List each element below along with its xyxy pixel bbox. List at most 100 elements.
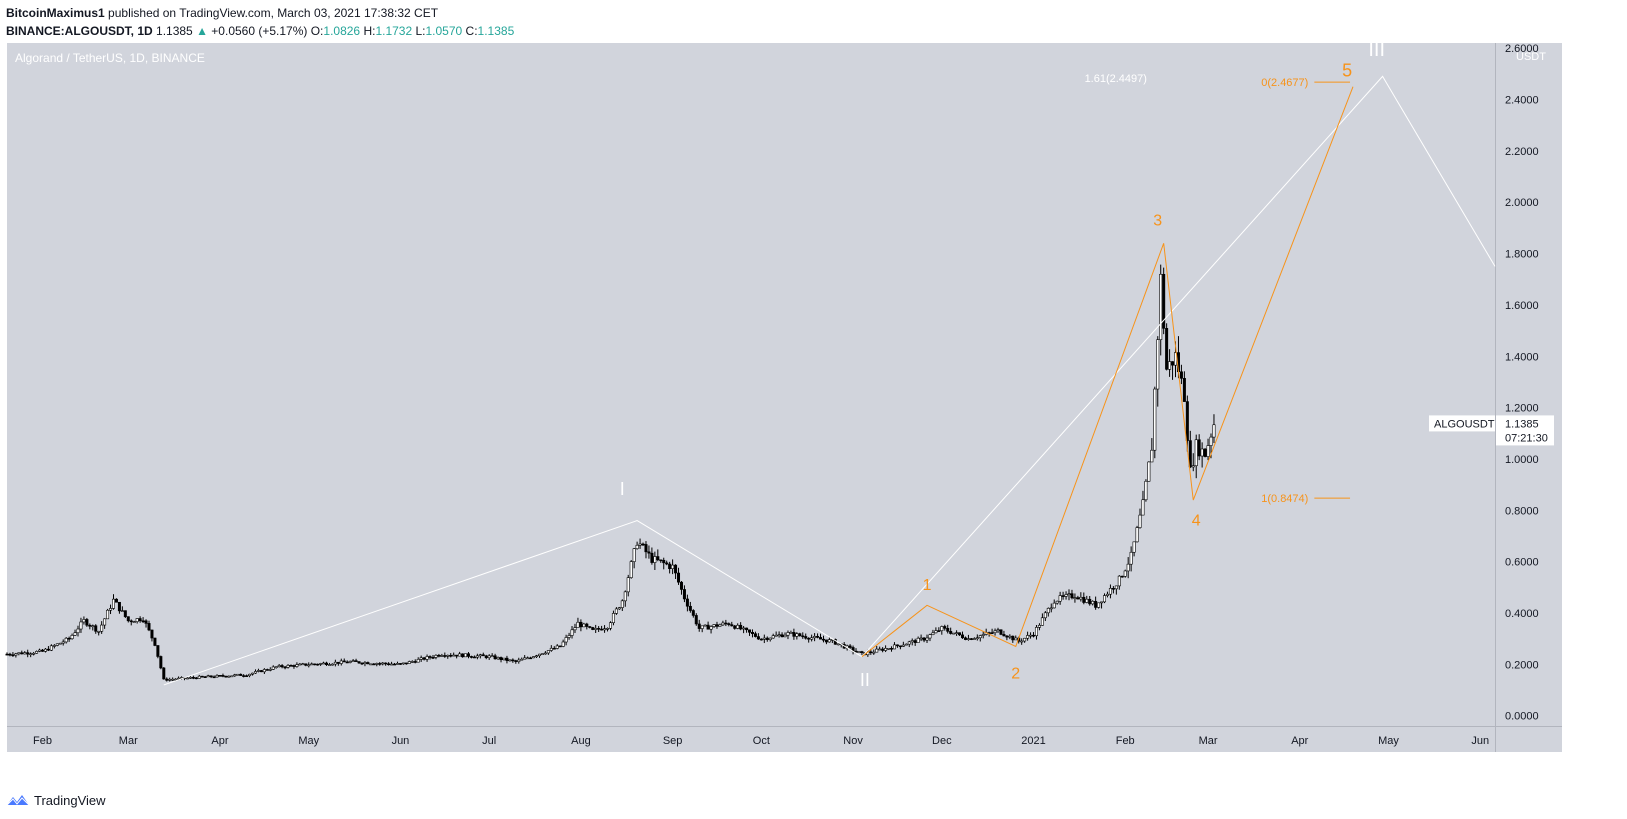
candle-body xyxy=(351,660,355,662)
price-axis[interactable]: 0.0000 0.2000 0.4000 0.6000 0.8000 1.0000 1.20… xyxy=(1505,43,1539,723)
candle-body xyxy=(532,656,536,659)
time-tick-label: Apr xyxy=(211,735,228,747)
candle-body xyxy=(949,631,953,634)
candle-body xyxy=(191,677,195,679)
candle-body xyxy=(579,621,583,628)
price-tick-label: 0.6000 xyxy=(1505,557,1539,569)
candle-body xyxy=(369,663,373,666)
candle-body xyxy=(1105,593,1109,596)
candle-body xyxy=(919,637,923,640)
candle-body xyxy=(1182,378,1186,402)
candle-body xyxy=(898,645,902,648)
candle-body xyxy=(265,669,269,671)
candle-body xyxy=(1191,465,1195,468)
candle-body xyxy=(1070,593,1074,599)
candle-body xyxy=(733,625,737,629)
candle-body xyxy=(1162,273,1166,329)
candle-body xyxy=(330,663,334,666)
wave-label: 3 xyxy=(1153,212,1162,229)
candle-body xyxy=(1049,607,1053,610)
candle-body xyxy=(162,667,166,680)
candle-body xyxy=(795,633,799,637)
candle-body xyxy=(236,673,240,676)
candle-body xyxy=(1135,527,1139,543)
price-tick-label: 1.4000 xyxy=(1505,351,1539,363)
candle-body xyxy=(46,648,50,651)
candle-body xyxy=(218,675,222,677)
candle-body xyxy=(582,623,586,628)
time-axis[interactable]: Feb Mar Apr May Jun Jul Aug Sep Oct Nov Dec 2021 Feb… xyxy=(33,735,1489,747)
candle-body xyxy=(928,634,932,639)
candle-body xyxy=(730,624,734,627)
candle-body xyxy=(682,589,686,600)
candle-body xyxy=(1132,541,1136,553)
candle-body xyxy=(1203,448,1207,457)
candle-body xyxy=(342,660,346,663)
candle-body xyxy=(1129,551,1133,565)
candle-body xyxy=(931,632,935,636)
candle-body xyxy=(611,613,615,624)
candle-body xyxy=(354,660,358,662)
last-price-symbol-box xyxy=(1429,415,1495,432)
candle-body xyxy=(644,544,648,553)
close-label: C: xyxy=(465,24,478,38)
candle-body xyxy=(1153,388,1157,451)
candle-body xyxy=(597,628,601,630)
candle-body xyxy=(141,620,145,623)
candle-body xyxy=(73,632,77,636)
candle-body xyxy=(1002,634,1006,637)
candle-body xyxy=(907,641,911,645)
candle-body xyxy=(1150,449,1154,463)
candle-body xyxy=(378,663,382,665)
candle-body xyxy=(91,625,95,628)
candle-body xyxy=(289,665,293,667)
candle-body xyxy=(1023,637,1027,642)
candle-body xyxy=(940,626,944,631)
candle-body xyxy=(810,637,814,640)
time-tick-label: May xyxy=(298,735,319,747)
candle-body xyxy=(993,630,997,633)
candle-body xyxy=(274,666,278,669)
candle-body xyxy=(753,633,757,637)
candle-body xyxy=(372,663,376,666)
candle-body xyxy=(1117,575,1121,587)
candle-body xyxy=(398,663,402,665)
candle-body xyxy=(591,627,595,630)
candle-body xyxy=(765,637,769,640)
author-name[interactable]: BitcoinMaximus1 xyxy=(6,6,105,20)
candle-body xyxy=(999,629,1003,635)
candle-body xyxy=(103,618,107,626)
candle-body xyxy=(126,616,130,622)
candle-body xyxy=(1147,461,1151,482)
candle-body xyxy=(1014,637,1018,641)
candle-body xyxy=(132,621,136,623)
time-tick-label: Aug xyxy=(571,735,591,747)
tradingview-footer[interactable]: TradingView xyxy=(6,792,106,808)
candle-body xyxy=(718,624,722,627)
candle-body xyxy=(446,654,450,657)
price-tick-label: 0.2000 xyxy=(1505,659,1539,671)
candle-body xyxy=(1082,596,1086,603)
candle-body xyxy=(603,628,607,631)
candle-body xyxy=(171,678,175,681)
candle-body xyxy=(1141,499,1145,516)
last-price-marker: ALGOUSDT 1.1385 07:21:30 xyxy=(1429,415,1554,446)
candle-body xyxy=(322,662,326,665)
close-value: 1.1385 xyxy=(477,24,515,38)
candle-body xyxy=(1200,448,1204,457)
candle-body xyxy=(887,648,891,650)
candle-body xyxy=(789,632,793,634)
last-price-value-box xyxy=(1496,415,1554,446)
candle-body xyxy=(437,654,441,657)
candle-body xyxy=(256,670,260,672)
candle-body xyxy=(1165,328,1169,370)
candle-body xyxy=(390,663,394,666)
candle-body xyxy=(301,663,305,666)
candle-body xyxy=(606,628,610,630)
candle-body xyxy=(239,673,243,676)
candle-body xyxy=(1032,634,1036,637)
candle-body xyxy=(1061,595,1065,597)
wave-label: II xyxy=(860,670,870,690)
candle-body xyxy=(1040,617,1044,626)
